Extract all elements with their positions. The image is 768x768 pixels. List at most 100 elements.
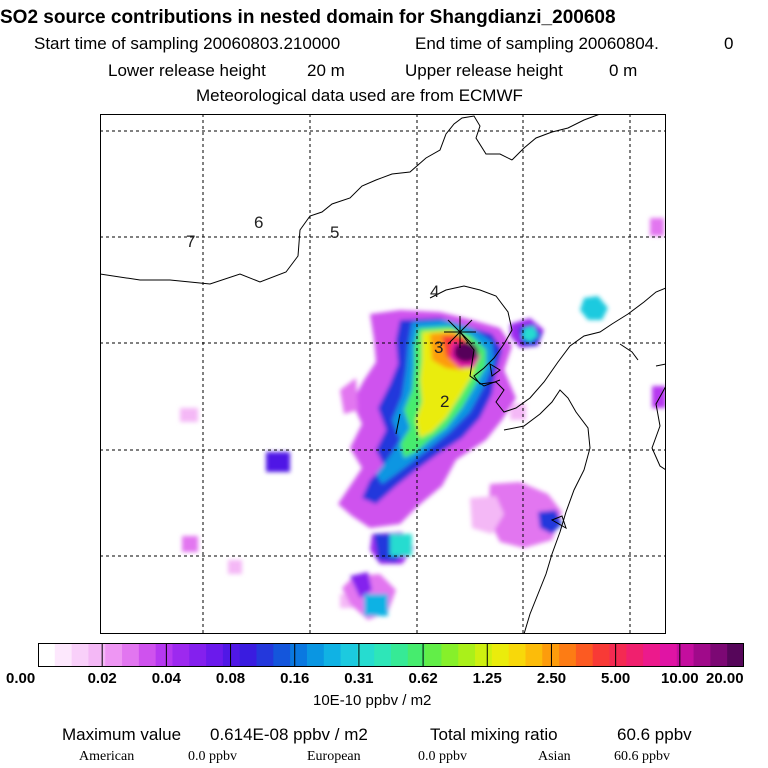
colorbar-frame bbox=[38, 643, 744, 667]
european-label: European bbox=[307, 749, 361, 764]
day-label: 6 bbox=[254, 213, 263, 232]
colorbar-cell bbox=[727, 643, 744, 667]
colorbar-cell bbox=[407, 643, 426, 667]
lower-release-value: 20 m bbox=[307, 61, 345, 80]
colorbar-cell bbox=[643, 643, 661, 667]
colorbar-cell bbox=[659, 643, 678, 667]
upper-release-label: Upper release height bbox=[405, 61, 563, 80]
colorbar-cell bbox=[475, 643, 493, 667]
colorbar-cell bbox=[391, 643, 409, 667]
colorbar-cell bbox=[306, 643, 325, 667]
map-frame bbox=[100, 114, 666, 634]
colorbar-cell bbox=[575, 643, 594, 667]
colorbar-cell bbox=[609, 643, 627, 667]
day-labels: 7 6 5 4 3 2 bbox=[186, 213, 449, 411]
asian-value: 60.6 ppbv bbox=[614, 749, 670, 764]
colorbar-cell bbox=[189, 643, 207, 667]
day-label: 2 bbox=[440, 392, 449, 411]
colorbar-cell bbox=[693, 643, 711, 667]
day-label: 4 bbox=[430, 282, 439, 301]
colorbar-tick-label: 2.50 bbox=[536, 670, 567, 687]
max-value: 0.614E-08 ppbv / m2 bbox=[210, 725, 368, 744]
cell bbox=[350, 572, 372, 598]
concentration-map: 7 6 5 4 3 2 bbox=[100, 114, 666, 634]
upper-release-value: 0 m bbox=[609, 61, 638, 80]
colorbar-tick-label: 0.16 bbox=[280, 670, 310, 687]
colorbar-cell bbox=[626, 643, 644, 667]
cell bbox=[390, 534, 412, 556]
american-label: American bbox=[79, 749, 135, 764]
colorbar-tick-label: 0.00 bbox=[6, 670, 36, 687]
colorbar-cell bbox=[592, 643, 611, 667]
colorbar-tick-label: 5.00 bbox=[601, 670, 631, 687]
colorbar-cell bbox=[256, 643, 274, 667]
plume-se bbox=[488, 482, 562, 548]
colorbar-cell bbox=[340, 643, 358, 667]
chart-title: SO2 source contributions in nested domai… bbox=[0, 7, 616, 28]
colorbar-cell bbox=[138, 643, 157, 667]
colorbar-cell bbox=[206, 643, 224, 667]
colorbar-cell bbox=[122, 643, 140, 667]
colorbar-cell bbox=[38, 643, 56, 667]
day-label: 7 bbox=[186, 232, 195, 251]
colorbar-cell bbox=[374, 643, 392, 667]
plume-se-faint bbox=[470, 496, 504, 534]
colorbar-tick-label: 0.04 bbox=[151, 670, 181, 687]
total-mixing-value: 60.6 ppbv bbox=[617, 725, 692, 744]
colorbar-cell bbox=[357, 643, 375, 667]
cell bbox=[228, 560, 242, 574]
cell bbox=[580, 296, 608, 320]
colorbar-cell bbox=[88, 643, 106, 667]
end-time-suffix: 0 bbox=[724, 34, 734, 53]
colorbar-tick-label: 10.00 bbox=[661, 670, 699, 687]
colorbar-tick-label: 0.62 bbox=[408, 670, 438, 687]
start-time-label: Start time of sampling 20060803.210000 bbox=[34, 34, 341, 53]
colorbar-cell bbox=[239, 643, 258, 667]
end-time-label: End time of sampling 20060804. bbox=[415, 34, 659, 53]
grid-lines bbox=[100, 114, 666, 634]
colorbar-cell bbox=[559, 643, 577, 667]
plume-west bbox=[340, 378, 358, 414]
colorbar-cell bbox=[525, 643, 543, 667]
day-label: 5 bbox=[330, 223, 339, 242]
receptor-marker bbox=[444, 316, 501, 387]
colorbar-tick-label: 0.02 bbox=[87, 670, 117, 687]
asian-label: Asian bbox=[538, 749, 571, 764]
colorbar bbox=[38, 643, 744, 667]
colorbar-cell bbox=[458, 643, 476, 667]
colorbar-cell bbox=[71, 643, 90, 667]
cell bbox=[266, 452, 290, 472]
european-value: 0.0 ppbv bbox=[418, 749, 467, 764]
colorbar-cell bbox=[508, 643, 527, 667]
colorbar-cell bbox=[323, 643, 342, 667]
colorbar-tick-label: 0.31 bbox=[344, 670, 374, 687]
colorbar-tick-label: 20.00 bbox=[706, 670, 744, 687]
colorbar-cell bbox=[105, 643, 123, 667]
plume-core bbox=[454, 342, 478, 362]
cell bbox=[650, 218, 664, 236]
lower-release-label: Lower release height bbox=[108, 61, 266, 80]
cell bbox=[180, 408, 198, 422]
colorbar-cell bbox=[155, 643, 174, 667]
cell bbox=[182, 536, 198, 552]
coastlines bbox=[100, 114, 666, 634]
total-mixing-label: Total mixing ratio bbox=[430, 725, 558, 744]
colorbar-tick-label: 0.08 bbox=[215, 670, 246, 687]
colorbar-cell bbox=[290, 643, 308, 667]
day-label: 3 bbox=[434, 338, 443, 357]
colorbar-cell bbox=[441, 643, 459, 667]
colorbar-cell bbox=[424, 643, 443, 667]
colorbar-cell bbox=[491, 643, 510, 667]
colorbar-cell bbox=[54, 643, 73, 667]
colorbar-cell bbox=[222, 643, 241, 667]
colorbar-cell bbox=[710, 643, 728, 667]
meteorological-data-label: Meteorological data used are from ECMWF bbox=[196, 86, 523, 105]
colorbar-cell bbox=[172, 643, 190, 667]
max-value-label: Maximum value bbox=[62, 725, 182, 744]
cell bbox=[538, 510, 562, 534]
colorbar-tick-label: 1.25 bbox=[472, 670, 502, 687]
colorbar-cell bbox=[676, 643, 695, 667]
colorbar-cell bbox=[273, 643, 291, 667]
cell bbox=[510, 404, 526, 420]
cell bbox=[364, 594, 388, 616]
